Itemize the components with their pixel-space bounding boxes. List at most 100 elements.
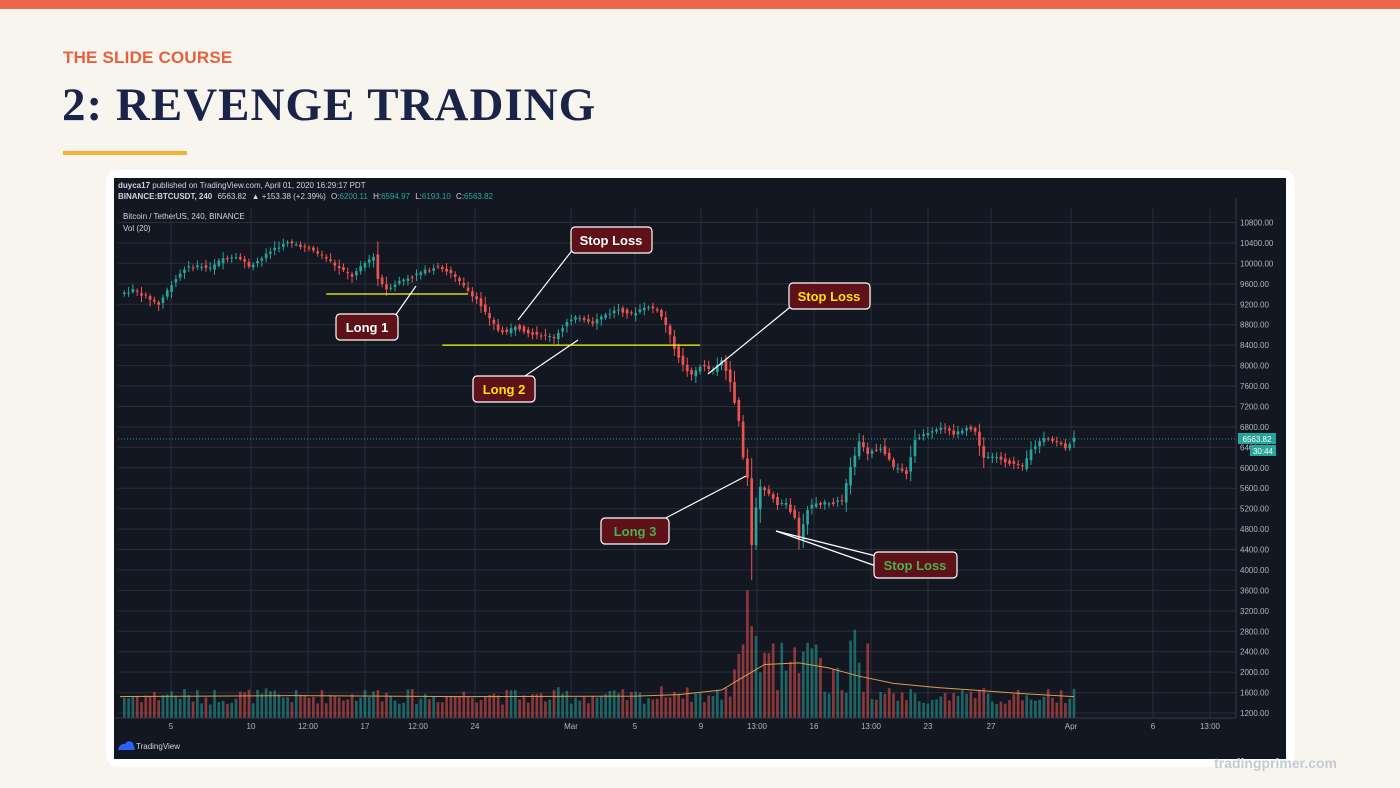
- candle-body: [857, 441, 861, 457]
- top-accent-bar: [0, 0, 1400, 9]
- candle-body: [862, 442, 865, 448]
- volume-bar: [965, 693, 968, 718]
- price-tick-label: 2000.00: [1240, 668, 1269, 677]
- candle-body: [1051, 438, 1054, 441]
- candle-body: [217, 260, 221, 266]
- candle-body: [561, 328, 564, 332]
- candle-body: [1064, 443, 1067, 449]
- candle-body: [776, 496, 779, 506]
- candle-body: [810, 504, 814, 509]
- time-axis: 5 10 12:00 17 12:00 24 Mar 5 9 13:00 16 13:00 23 27 Ap…: [114, 717, 1236, 731]
- volume-bar: [290, 702, 294, 718]
- volume-bar: [960, 690, 964, 718]
- candle-body: [440, 267, 444, 270]
- volume-bar: [789, 661, 792, 718]
- volume-bar: [1068, 698, 1072, 718]
- volume-bar: [582, 696, 586, 718]
- price-tick-label: 10000.00: [1240, 259, 1274, 268]
- candle-body: [694, 370, 698, 377]
- price-tick-label: 2400.00: [1240, 648, 1269, 657]
- close-value: 6563.82: [464, 192, 493, 201]
- candle-body: [866, 447, 870, 454]
- candle-body: [969, 426, 973, 430]
- time-tick-label: 24: [471, 722, 480, 731]
- candle-body: [939, 427, 943, 430]
- volume-bar: [178, 698, 182, 718]
- volume-bar: [531, 694, 534, 718]
- candle-body: [668, 325, 672, 335]
- volume-bar: [651, 699, 655, 718]
- volume-bar: [810, 648, 814, 718]
- candle-body: [281, 243, 285, 247]
- close-label: C:: [456, 192, 464, 201]
- volume-bar: [969, 691, 973, 718]
- long-1-label: Long 1: [346, 320, 389, 335]
- candle-body: [1016, 464, 1020, 466]
- volume-bar: [819, 657, 822, 718]
- volume-bar: [432, 696, 436, 718]
- candle-body: [1033, 446, 1037, 449]
- candle-body: [320, 254, 324, 256]
- price-tick-label: 3200.00: [1240, 607, 1269, 616]
- volume-bar: [797, 673, 801, 718]
- volume-bar: [874, 699, 878, 718]
- volume-bar: [505, 690, 509, 718]
- candle-body: [784, 503, 788, 505]
- volume-bar: [389, 696, 393, 718]
- volume-bar: [935, 699, 938, 718]
- volume-bar: [913, 693, 917, 718]
- volume-bar: [746, 590, 749, 718]
- candle-body: [677, 346, 680, 358]
- ohlc-line: BINANCE:BTCUSDT, 240 6563.82 ▲ +153.38 (…: [118, 192, 494, 201]
- candle-body: [187, 266, 191, 268]
- volume-bar: [419, 698, 423, 718]
- candle-body: [316, 251, 320, 254]
- volume-bar: [552, 690, 556, 718]
- volume-bar: [625, 700, 629, 718]
- volume-bar: [930, 699, 934, 718]
- volume-bar: [170, 691, 173, 718]
- volume-bar: [703, 702, 706, 718]
- long-3-callout: Long 3: [600, 475, 747, 545]
- volume-bar: [342, 700, 345, 718]
- volume-bar: [677, 693, 680, 718]
- candle-body: [256, 261, 259, 264]
- candle-body: [578, 318, 582, 320]
- candle-body: [329, 259, 332, 261]
- candle-body: [621, 307, 625, 313]
- candle-body: [367, 259, 371, 263]
- candle-body: [458, 277, 461, 281]
- volume-bar: [410, 689, 414, 718]
- candle-body: [1025, 458, 1029, 469]
- price-tick-label: 6000.00: [1240, 464, 1269, 473]
- volume-bar: [741, 644, 745, 718]
- volume-bar: [458, 696, 461, 718]
- tradingview-chart[interactable]: duyca17 published on TradingView.com, Ap…: [114, 178, 1286, 759]
- volume-bar: [131, 696, 135, 718]
- candle-body: [299, 244, 302, 247]
- title-underline: [63, 151, 187, 155]
- candle-body: [273, 247, 277, 251]
- volume-bar: [999, 701, 1003, 718]
- volume-bar: [307, 697, 311, 718]
- price-tick-label: 9600.00: [1240, 280, 1269, 289]
- annotations: Long 1 Long 2 Long 3 Stop Loss Stop Loss: [335, 226, 958, 579]
- candle-body: [539, 335, 543, 337]
- volume-bar: [905, 700, 908, 718]
- volume-bar: [385, 692, 388, 718]
- volume-bar: [264, 688, 268, 718]
- stop-loss-2-label: Stop Loss: [798, 289, 861, 304]
- candle-body: [905, 470, 908, 474]
- volume-bar: [350, 694, 354, 718]
- candle-body: [406, 278, 410, 281]
- volume-bar: [814, 644, 818, 718]
- candle-body: [874, 449, 878, 451]
- volume-bar: [724, 687, 728, 718]
- volume-bar: [690, 701, 693, 718]
- candle-body: [797, 517, 801, 539]
- candle-body: [728, 369, 732, 383]
- candle-body: [402, 279, 405, 282]
- countdown-tag: 30:44: [1253, 447, 1274, 456]
- price-axis: 10800.00 10400.00 10000.00 9600.00 9200.00 88…: [1235, 198, 1274, 718]
- volume-bar: [1072, 688, 1076, 718]
